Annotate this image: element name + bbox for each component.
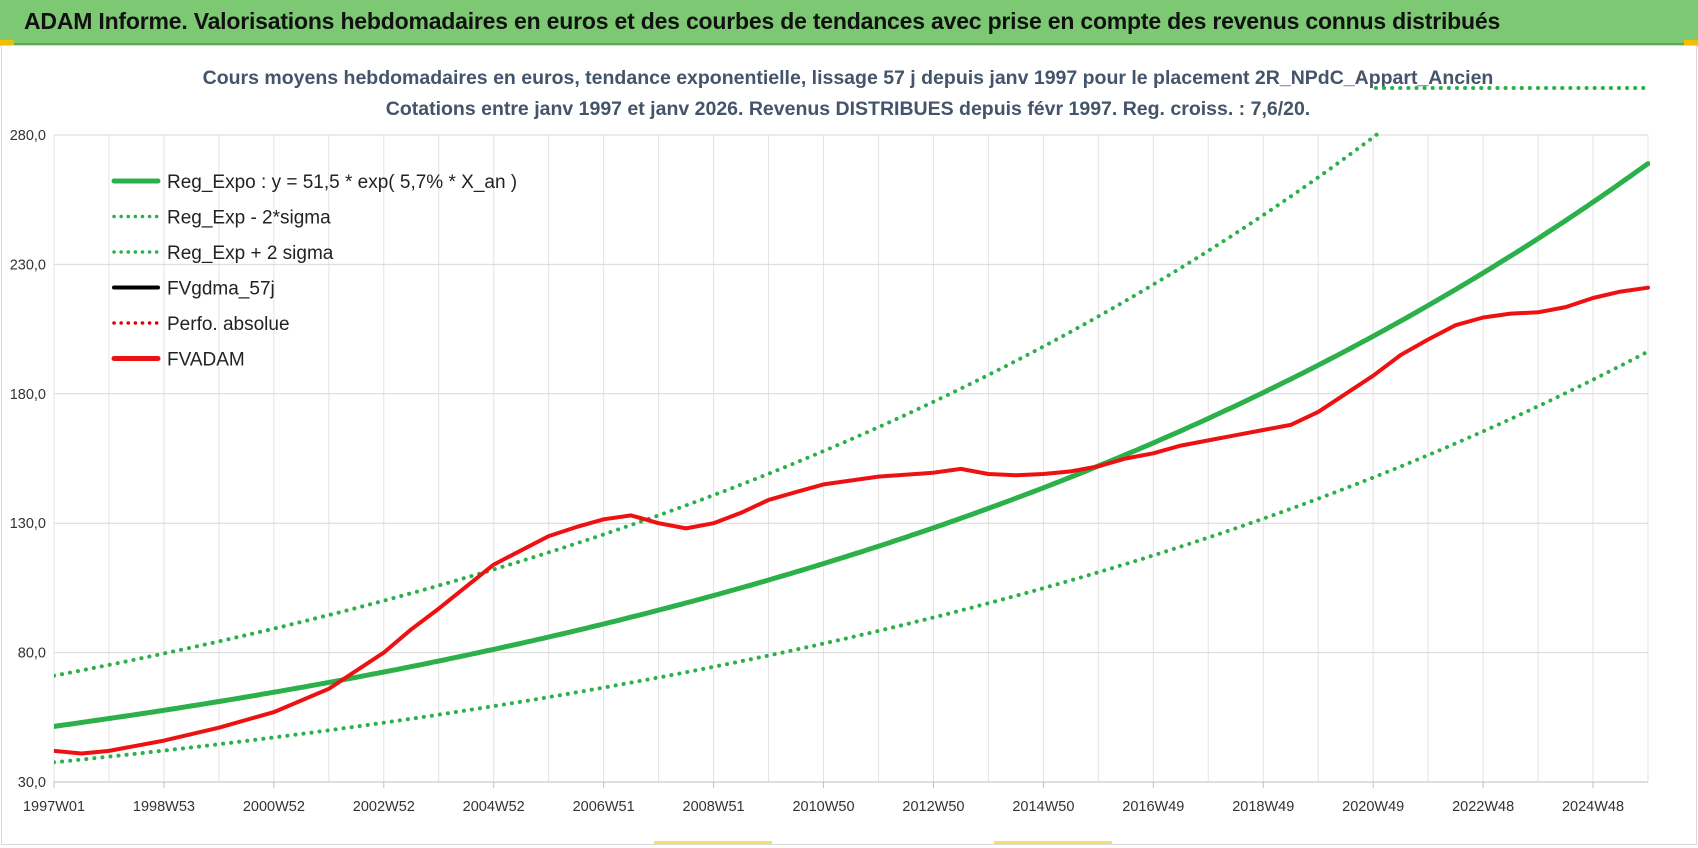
x-tick-label: 1998W53 (133, 799, 195, 815)
x-tick-label: 2012W50 (902, 799, 964, 815)
x-tick-label: 2000W52 (243, 799, 305, 815)
chart-title-line-1: Cours moyens hebdomadaires en euros, ten… (203, 67, 1494, 89)
y-tick-label: 280,0 (10, 128, 46, 144)
x-tick-label: 1997W01 (23, 799, 85, 815)
legend-label-4: Perfo. absolue (167, 314, 290, 335)
legend-label-1: Reg_Exp - 2*sigma (167, 208, 331, 229)
axes: 30,0 80,0 130,0 180,0 230,0 280,0 1997W01 1998W… (10, 128, 1648, 815)
report-title: ADAM Informe. Valorisations hebdomadaire… (24, 8, 1500, 35)
legend: Reg_Expo : y = 51,5 * exp( 5,7% * X_an )… (114, 172, 517, 371)
gridlines (54, 135, 1648, 782)
x-tick-label: 2022W48 (1452, 799, 1514, 815)
bottom-accent-left (654, 841, 772, 844)
report-banner: ADAM Informe. Valorisations hebdomadaire… (0, 0, 1698, 45)
x-tick-label: 2010W50 (792, 799, 854, 815)
legend-label-2: Reg_Exp + 2 sigma (167, 243, 334, 264)
chart-title-line-2: Cotations entre janv 1997 et janv 2026. … (386, 98, 1310, 120)
line-chart: 30,0 80,0 130,0 180,0 230,0 280,0 1997W01 1998W… (2, 46, 1696, 844)
legend-label-0: Reg_Expo : y = 51,5 * exp( 5,7% * X_an ) (167, 172, 517, 193)
y-tick-label: 30,0 (18, 775, 46, 791)
x-tick-label: 2006W51 (573, 799, 635, 815)
legend-label-5: FVADAM (167, 350, 245, 371)
x-tick-label: 2004W52 (463, 799, 525, 815)
x-tick-label: 2002W52 (353, 799, 415, 815)
bottom-accent-right (994, 841, 1112, 844)
y-tick-label: 130,0 (10, 516, 46, 532)
y-tick-label: 80,0 (18, 646, 46, 662)
chart-area: 30,0 80,0 130,0 180,0 230,0 280,0 1997W01 1998W… (1, 45, 1697, 845)
legend-label-3: FVgdma_57j (167, 279, 275, 300)
y-tick-label: 230,0 (10, 257, 46, 273)
x-tick-label: 2020W49 (1342, 799, 1404, 815)
x-tick-label: 2016W49 (1122, 799, 1184, 815)
x-tick-label: 2024W48 (1562, 799, 1624, 815)
x-tick-label: 2018W49 (1232, 799, 1294, 815)
x-tick-label: 2014W50 (1012, 799, 1074, 815)
x-tick-label: 2008W51 (683, 799, 745, 815)
y-tick-label: 180,0 (10, 387, 46, 403)
series-line-5 (54, 288, 1648, 754)
